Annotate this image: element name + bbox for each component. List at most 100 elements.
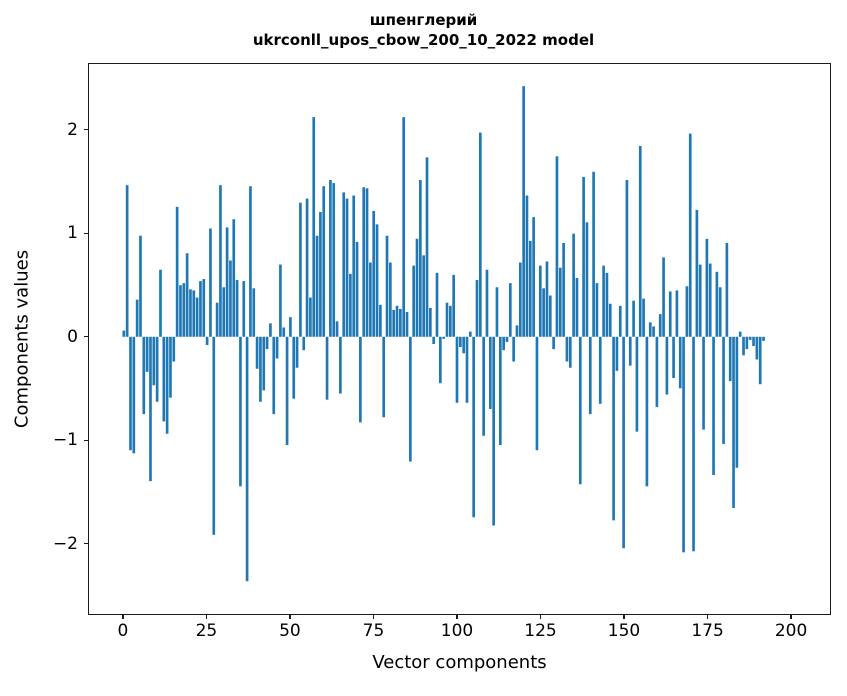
bar	[572, 233, 575, 337]
bar	[295, 336, 299, 368]
bar	[415, 238, 419, 337]
bar	[592, 171, 595, 337]
bar	[272, 336, 276, 415]
bar	[249, 186, 252, 337]
bar	[202, 279, 206, 337]
bar	[555, 156, 559, 337]
bar	[419, 180, 422, 337]
plot-area	[88, 63, 831, 615]
bar	[389, 262, 392, 337]
y-tick-mark	[84, 439, 88, 441]
bar	[672, 336, 675, 379]
bar	[302, 336, 306, 351]
bar	[578, 336, 582, 485]
bar	[625, 180, 629, 337]
bar	[169, 336, 172, 398]
bar	[635, 336, 639, 432]
bar	[329, 180, 332, 337]
x-tick-label: 25	[195, 621, 218, 641]
bar	[532, 217, 535, 337]
bar	[468, 331, 472, 337]
bar	[282, 327, 286, 337]
x-tick-label: 175	[691, 621, 724, 641]
bar	[575, 277, 579, 337]
bar	[335, 321, 339, 337]
bar	[612, 336, 615, 521]
bar	[542, 288, 545, 337]
bar	[508, 283, 512, 337]
bar	[675, 290, 679, 337]
bar	[459, 336, 462, 348]
bar	[319, 211, 322, 337]
bar	[488, 336, 492, 409]
bar	[718, 287, 722, 337]
bar	[588, 336, 592, 415]
bar	[292, 336, 296, 399]
bar	[678, 336, 682, 389]
x-tick-label: 125	[524, 621, 557, 641]
bar	[179, 285, 182, 337]
bar	[652, 326, 655, 337]
bar	[182, 283, 186, 337]
bar	[758, 336, 762, 385]
bar	[195, 297, 199, 337]
bar	[515, 325, 519, 337]
bar	[172, 336, 176, 362]
bar	[442, 336, 446, 339]
bar	[399, 308, 402, 337]
bar	[725, 242, 729, 337]
y-tick-mark	[84, 129, 88, 131]
bar	[305, 198, 309, 337]
bar	[632, 300, 635, 337]
bar	[745, 336, 749, 350]
bar	[339, 336, 342, 394]
x-tick-mark	[205, 615, 208, 619]
bar	[332, 183, 336, 337]
bar	[492, 336, 495, 526]
bar	[242, 281, 246, 337]
bar	[512, 336, 515, 362]
y-tick-label: 1	[67, 223, 78, 244]
bar	[742, 336, 745, 356]
bar	[312, 117, 316, 337]
bar	[159, 269, 162, 337]
bar	[192, 290, 196, 337]
x-tick-mark	[539, 615, 542, 619]
bar	[582, 176, 585, 337]
bars-group	[122, 86, 765, 582]
bar	[125, 185, 129, 337]
bar	[405, 312, 409, 337]
bar	[485, 269, 489, 337]
bar	[435, 272, 439, 337]
bar	[262, 336, 266, 391]
bar	[738, 331, 742, 337]
bar	[712, 336, 715, 475]
bar	[715, 271, 719, 337]
bar	[735, 336, 739, 468]
bar	[565, 336, 569, 362]
chart-title-line-2: ukrconll_upos_cbow_200_10_2022 model	[252, 31, 595, 49]
bar	[252, 288, 256, 337]
bar	[522, 86, 525, 337]
bar	[215, 302, 219, 337]
y-tick-mark	[84, 232, 88, 234]
bar	[139, 235, 142, 337]
bar	[585, 222, 589, 337]
bar	[279, 264, 282, 337]
bar	[205, 336, 209, 346]
x-tick-label: 100	[440, 621, 474, 641]
bar	[255, 336, 259, 369]
y-tick-mark	[84, 336, 88, 338]
bar	[432, 336, 436, 345]
bar	[362, 187, 366, 337]
bar	[395, 305, 399, 337]
bar	[505, 336, 509, 342]
bar	[538, 265, 542, 337]
bar	[452, 274, 456, 337]
chart-title: шпенглерий ukrconll_upos_cbow_200_10_202…	[0, 10, 847, 50]
bar	[392, 309, 396, 337]
bar	[129, 336, 132, 451]
bar	[722, 336, 725, 445]
bar	[155, 336, 159, 402]
